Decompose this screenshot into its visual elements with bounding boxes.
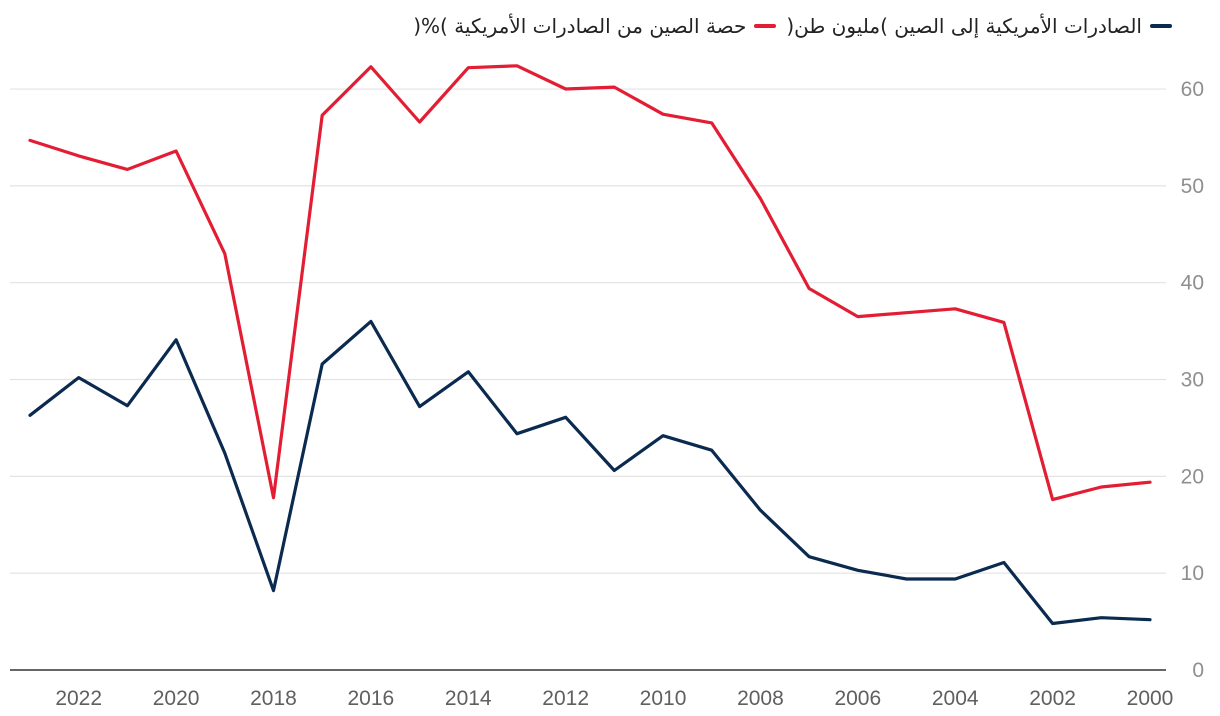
series-line-share — [28, 64, 1152, 502]
legend-label-share: حصة الصين من الصادرات الأمريكية )%( — [413, 14, 747, 38]
x-tick-label-2008: 2008 — [737, 687, 784, 710]
x-tick-label-2018: 2018 — [250, 687, 297, 710]
x-axis-ticks: 2022 2020 2018 2016 2014 2012 2010 2008 2006 2004… — [55, 687, 1173, 710]
series-line-exports — [28, 319, 1152, 626]
legend-swatch-exports — [1150, 24, 1172, 28]
y-tick-label-10: 10 — [1181, 562, 1204, 585]
y-tick-label-40: 40 — [1181, 272, 1204, 295]
x-tick-label-2014: 2014 — [445, 687, 492, 710]
x-tick-label-2006: 2006 — [834, 687, 881, 710]
x-tick-label-2002: 2002 — [1029, 687, 1076, 710]
legend: الصادرات الأمريكية إلى الصين )مليون طن( … — [413, 14, 1172, 38]
y-tick-label-0: 0 — [1192, 659, 1204, 682]
y-tick-label-50: 50 — [1181, 175, 1204, 198]
legend-item-exports: الصادرات الأمريكية إلى الصين )مليون طن( — [786, 14, 1172, 38]
y-axis-ticks: 0 10 20 30 40 50 60 — [1181, 78, 1204, 682]
x-tick-label-2016: 2016 — [348, 687, 395, 710]
gridlines — [10, 88, 1166, 671]
x-tick-label-2012: 2012 — [542, 687, 589, 710]
y-tick-label-30: 30 — [1181, 369, 1204, 392]
x-tick-label-2020: 2020 — [153, 687, 200, 710]
legend-item-share: حصة الصين من الصادرات الأمريكية )%( — [413, 14, 777, 38]
x-tick-label-2000: 2000 — [1127, 687, 1174, 710]
y-tick-label-20: 20 — [1181, 465, 1204, 488]
y-tick-label-60: 60 — [1181, 78, 1204, 101]
legend-label-exports: الصادرات الأمريكية إلى الصين )مليون طن( — [786, 14, 1142, 38]
x-tick-label-2010: 2010 — [640, 687, 687, 710]
x-tick-label-2004: 2004 — [932, 687, 979, 710]
series-lines — [28, 64, 1152, 626]
x-tick-label-2022: 2022 — [55, 687, 102, 710]
legend-swatch-share — [754, 24, 777, 28]
